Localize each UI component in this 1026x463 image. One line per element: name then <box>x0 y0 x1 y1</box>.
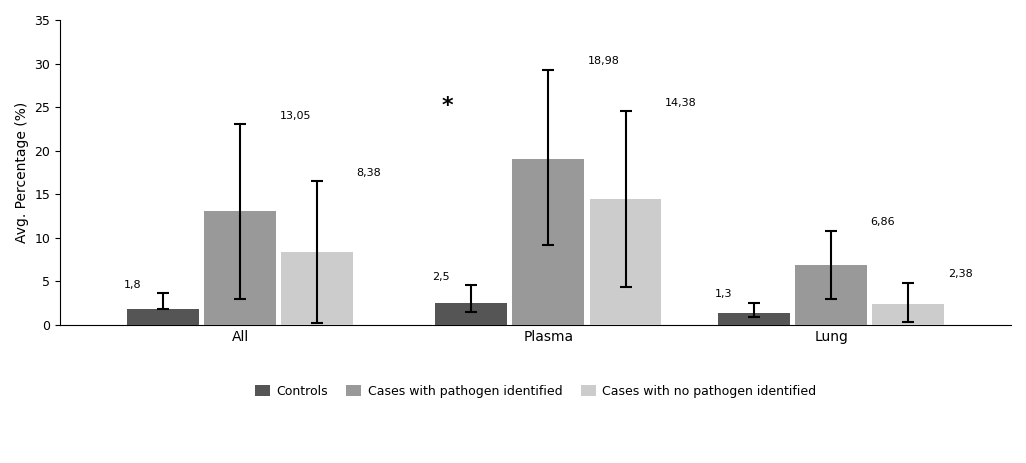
Bar <box>872 304 944 325</box>
Text: *: * <box>442 95 453 116</box>
Text: 1,8: 1,8 <box>123 280 141 290</box>
Bar <box>281 252 353 325</box>
Y-axis label: Avg. Percentage (%): Avg. Percentage (%) <box>15 102 29 243</box>
Bar <box>127 309 199 325</box>
Bar <box>435 303 507 325</box>
Bar <box>795 265 867 325</box>
Bar <box>512 159 585 325</box>
Text: 6,86: 6,86 <box>871 217 896 227</box>
Bar <box>590 200 662 325</box>
Text: 2,38: 2,38 <box>948 269 973 279</box>
Text: 1,3: 1,3 <box>714 289 732 300</box>
Text: 14,38: 14,38 <box>665 98 697 108</box>
Bar <box>718 313 790 325</box>
Legend: Controls, Cases with pathogen identified, Cases with no pathogen identified: Controls, Cases with pathogen identified… <box>249 380 822 403</box>
Text: 13,05: 13,05 <box>280 111 311 121</box>
Bar <box>204 211 276 325</box>
Text: 18,98: 18,98 <box>588 56 620 66</box>
Text: 2,5: 2,5 <box>432 272 449 282</box>
Text: 8,38: 8,38 <box>357 168 382 177</box>
